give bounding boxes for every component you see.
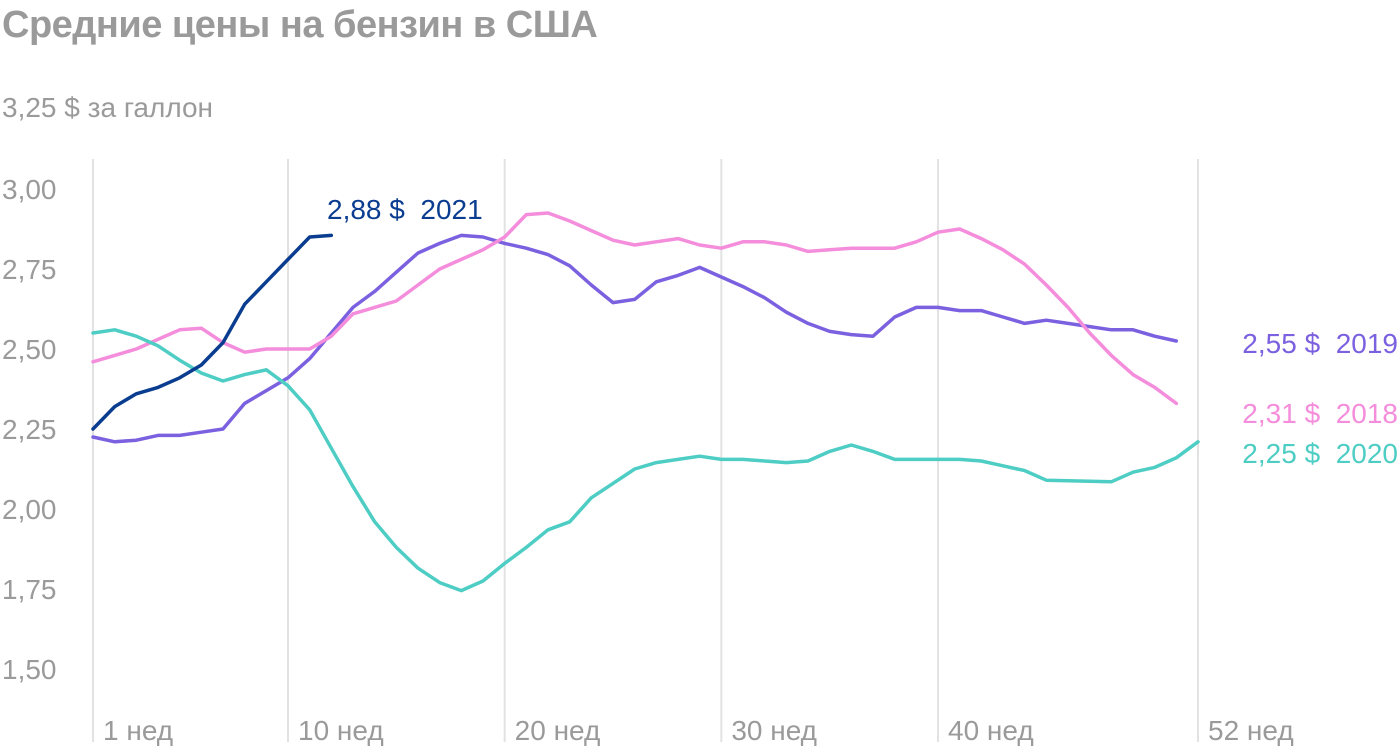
y-tick-label: 2,00 [2, 494, 57, 525]
end-label-2019: 2,55 $ 2019 [1242, 328, 1398, 359]
x-tick-label: 30 нед [731, 715, 817, 746]
y-unit-label: 3,25 $ за галлон [2, 92, 214, 123]
x-tick-label: 1 нед [103, 715, 173, 746]
y-axis: 3,00 2,75 2,50 2,25 2,00 1,75 1,50 [2, 174, 57, 685]
y-tick-label: 2,75 [2, 254, 57, 285]
series-line-2021 [91, 233, 334, 431]
y-tick-label: 1,75 [2, 574, 57, 605]
series-line-2018 [91, 211, 1179, 406]
series-2019: 2,55 $ 2019 [91, 233, 1398, 444]
series-2018: 2,31 $ 2018 [91, 211, 1398, 429]
gridlines [92, 159, 1199, 742]
series-line-2019 [91, 233, 1179, 444]
x-axis: 1 нед 10 нед 20 нед 30 нед 40 нед 52 нед [103, 715, 1294, 746]
series-2020: 2,25 $ 2020 [91, 328, 1398, 593]
x-tick-label: 52 нед [1208, 715, 1294, 746]
y-tick-label: 2,25 [2, 414, 57, 445]
x-tick-label: 40 нед [948, 715, 1034, 746]
x-tick-label: 10 нед [298, 715, 384, 746]
y-tick-label: 1,50 [2, 654, 57, 685]
chart-title: Средние цены на бензин в США [2, 4, 598, 46]
end-label-2018: 2,31 $ 2018 [1242, 398, 1398, 429]
x-tick-label: 20 нед [515, 715, 601, 746]
end-label-2020: 2,25 $ 2020 [1242, 438, 1398, 469]
y-tick-label: 3,00 [2, 174, 57, 205]
series-2021: 2,88 $ 2021 [91, 194, 483, 431]
end-label-2021: 2,88 $ 2021 [327, 194, 483, 225]
y-tick-label: 2,50 [2, 334, 57, 365]
series-line-2020 [91, 328, 1200, 593]
